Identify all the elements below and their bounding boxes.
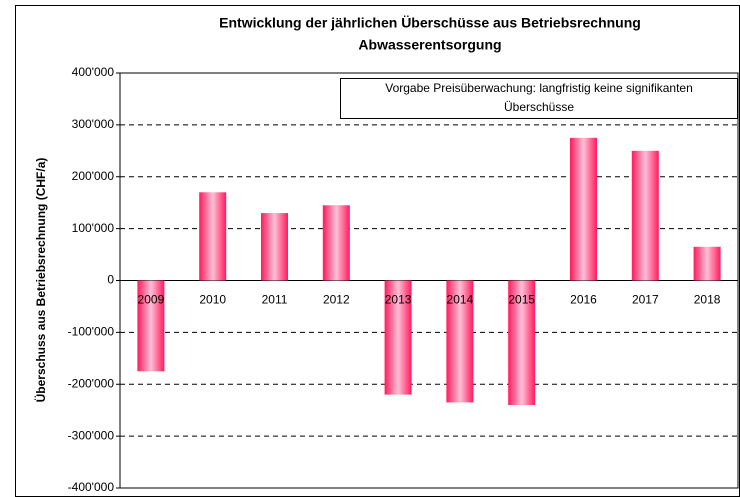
chart-title: Abwasserentsorgung: [358, 37, 501, 53]
y-tick-label: 0: [107, 273, 114, 287]
x-tick-label: 2013: [385, 293, 412, 307]
x-tick-label: 2011: [262, 293, 288, 307]
x-tick-label: 2016: [570, 293, 597, 307]
x-tick-label: 2017: [632, 293, 659, 307]
bar: [384, 280, 412, 395]
y-tick-label: 200'000: [72, 169, 115, 183]
y-tick-label: -300'000: [68, 428, 115, 442]
y-tick-label: -200'000: [68, 376, 115, 390]
bar: [446, 280, 474, 403]
x-tick-label: 2012: [323, 293, 350, 307]
bar: [137, 280, 165, 372]
x-tick-label: 2009: [138, 293, 165, 307]
chart-title: Entwicklung der jährlichen Überschüsse a…: [219, 15, 641, 31]
y-tick-label: -100'000: [68, 325, 115, 339]
y-tick-label: -400'000: [68, 480, 115, 494]
x-tick-label: 2018: [694, 293, 721, 307]
bar: [508, 280, 536, 405]
x-tick-label: 2014: [447, 293, 474, 307]
bar: [631, 150, 659, 281]
y-tick-label: 100'000: [72, 221, 115, 235]
annotation: Vorgabe Preisüberwachung: langfristig ke…: [385, 81, 693, 95]
bar: [693, 246, 721, 281]
annotation: Überschüsse: [504, 100, 574, 114]
bar: [261, 213, 288, 281]
bar: [199, 192, 227, 281]
bar: [322, 205, 350, 281]
y-tick-label: 300'000: [72, 117, 115, 131]
annotation-box: [340, 78, 738, 119]
x-tick-label: 2010: [199, 293, 226, 307]
bar: [570, 137, 597, 281]
y-tick-label: 400'000: [72, 65, 115, 79]
x-tick-label: 2015: [508, 293, 535, 307]
y-axis-label: Überschuss aus Betriebsrechnung (CHF/a): [33, 158, 48, 403]
